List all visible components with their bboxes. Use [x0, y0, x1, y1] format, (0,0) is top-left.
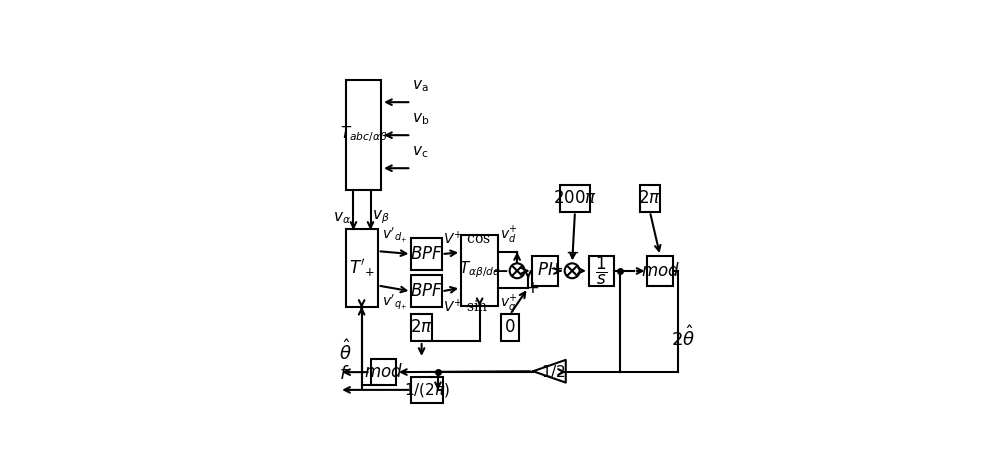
- Text: $v^{+}_{d}$: $v^{+}_{d}$: [500, 225, 518, 246]
- Text: $v_{\rm c}$: $v_{\rm c}$: [412, 145, 429, 160]
- Text: $v_{\beta}$: $v_{\beta}$: [372, 208, 389, 226]
- Text: $2\hat{\theta}$: $2\hat{\theta}$: [671, 325, 695, 350]
- Text: $\mathit{BPF}$: $\mathit{BPF}$: [410, 283, 443, 300]
- Text: $v'_{d_{+}}$: $v'_{d_{+}}$: [382, 225, 407, 245]
- FancyBboxPatch shape: [411, 377, 443, 403]
- Text: $200\pi$: $200\pi$: [553, 189, 597, 207]
- Text: $mod$: $mod$: [364, 363, 403, 381]
- FancyBboxPatch shape: [461, 235, 498, 306]
- Text: $+$: $+$: [525, 280, 539, 297]
- FancyBboxPatch shape: [532, 256, 558, 286]
- FancyBboxPatch shape: [501, 314, 519, 341]
- Text: $v_{\rm b}$: $v_{\rm b}$: [412, 112, 430, 127]
- Text: $v'_{q_{+}}$: $v'_{q_{+}}$: [382, 293, 407, 312]
- Text: $-$: $-$: [491, 260, 508, 279]
- Text: $v_{\alpha}$: $v_{\alpha}$: [333, 210, 351, 226]
- Text: $2\pi$: $2\pi$: [410, 319, 433, 336]
- Text: $T_{abc/\alpha\beta}$: $T_{abc/\alpha\beta}$: [340, 125, 387, 146]
- FancyBboxPatch shape: [371, 359, 396, 385]
- Text: $v_{\rm a}$: $v_{\rm a}$: [412, 79, 429, 95]
- Text: $v^{+}_{q}$: $v^{+}_{q}$: [500, 293, 518, 316]
- Text: $1/(2\pi)$: $1/(2\pi)$: [404, 381, 450, 399]
- Text: $V^{+}$ cos: $V^{+}$ cos: [443, 230, 491, 248]
- Text: $T_{\alpha\beta/dq}$: $T_{\alpha\beta/dq}$: [459, 260, 501, 280]
- FancyBboxPatch shape: [560, 185, 590, 212]
- Text: $2\pi$: $2\pi$: [638, 189, 661, 207]
- FancyBboxPatch shape: [411, 275, 442, 307]
- Text: $V^{+}$ sin: $V^{+}$ sin: [443, 298, 489, 315]
- Text: $PI$: $PI$: [537, 262, 553, 279]
- FancyBboxPatch shape: [346, 229, 378, 307]
- FancyBboxPatch shape: [647, 256, 673, 286]
- Text: $1/2$: $1/2$: [541, 363, 565, 380]
- FancyBboxPatch shape: [346, 80, 381, 190]
- Text: $0$: $0$: [504, 319, 516, 336]
- Text: $T'_{+}$: $T'_{+}$: [349, 257, 375, 279]
- FancyBboxPatch shape: [589, 256, 614, 286]
- Text: $f$: $f$: [339, 366, 349, 384]
- Text: $\mathit{BPF}$: $\mathit{BPF}$: [410, 246, 443, 263]
- Text: $+$: $+$: [565, 245, 579, 262]
- FancyBboxPatch shape: [640, 185, 660, 212]
- Text: $\hat{\theta}$: $\hat{\theta}$: [339, 340, 351, 364]
- Text: $\dfrac{1}{s}$: $\dfrac{1}{s}$: [595, 255, 608, 287]
- Text: $+$: $+$: [549, 261, 563, 278]
- Text: $mod$: $mod$: [641, 262, 680, 280]
- FancyBboxPatch shape: [411, 238, 442, 270]
- FancyBboxPatch shape: [411, 314, 432, 341]
